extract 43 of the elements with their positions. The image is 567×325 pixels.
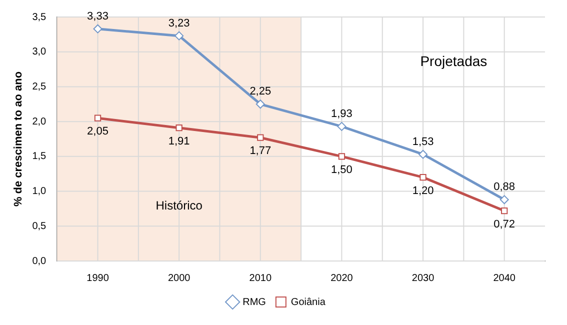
point <box>176 124 182 132</box>
point <box>501 207 508 214</box>
data-label: 1,77 <box>250 145 272 158</box>
point <box>257 134 264 141</box>
data-label: 1,91 <box>168 135 190 148</box>
y-tick-label: 2,5 <box>32 81 47 92</box>
y-tick-label: 1,5 <box>32 151 47 162</box>
y-tick-label: 1,0 <box>32 186 47 198</box>
point <box>338 153 346 160</box>
point <box>418 150 428 159</box>
data-label: 3,23 <box>168 17 190 30</box>
y-tick-label: 3,5 <box>32 12 47 23</box>
point <box>93 24 102 34</box>
x-tick-label: 2000 <box>168 272 191 284</box>
point <box>94 114 102 122</box>
data-label: 1,20 <box>412 184 434 197</box>
legend-label: RMG <box>242 296 266 308</box>
point <box>256 100 265 109</box>
y-axis-title: % de crescimen to ao ano <box>12 71 25 207</box>
y-tick-label: 0,0 <box>32 256 47 267</box>
point <box>500 195 509 204</box>
data-label: 2,25 <box>250 86 272 98</box>
data-label: 1,93 <box>331 108 352 120</box>
annotation: Projetadas <box>420 52 488 69</box>
x-tick-label: 2030 <box>412 272 435 284</box>
x-tick-label: 2010 <box>249 272 272 284</box>
data-label: 0,72 <box>494 218 516 230</box>
data-label: 3,33 <box>87 10 108 22</box>
point <box>420 174 426 181</box>
data-label: 1,53 <box>412 136 434 148</box>
x-tick-label: 2020 <box>330 272 354 284</box>
legend-label: Goiânia <box>290 296 326 308</box>
data-label: 0,88 <box>494 181 516 194</box>
point <box>337 122 346 131</box>
band-label: Histórico <box>156 198 203 212</box>
data-label: 1,50 <box>331 164 352 176</box>
y-tick-label: 2,0 <box>32 116 47 128</box>
y-tick-label: 3,0 <box>32 46 47 58</box>
x-tick-label: 2040 <box>493 272 516 284</box>
point <box>174 31 184 40</box>
x-tick-label: 1990 <box>86 272 110 284</box>
y-tick-label: 0,5 <box>32 220 47 232</box>
data-label: 2,05 <box>87 126 108 138</box>
